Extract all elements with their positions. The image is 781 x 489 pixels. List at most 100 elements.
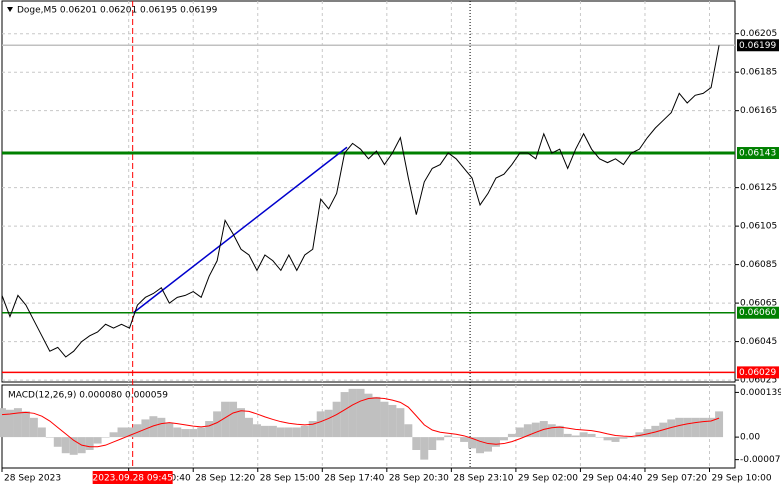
macd-bar [372,396,381,438]
panel-menu-arrow[interactable] [7,7,13,12]
y-tick-label: 0.06025 [740,376,777,386]
y-tick-label: 0.06165 [740,106,777,116]
level-label: 0.06199 [739,41,776,51]
chart-title: Doge,M5 0.06201 0.06201 0.06195 0.06199 [17,6,218,16]
macd-bar [316,411,325,438]
macd-bar [699,417,708,438]
macd-bar [189,429,198,438]
macd-bar [364,393,373,438]
macd-bar [276,427,285,438]
macd-bar [444,435,453,438]
macd-bar [157,417,166,438]
macd-bar [707,417,716,438]
macd-bar [268,425,277,438]
macd-bar [579,432,588,438]
macd-bar [643,429,652,438]
macd-bar [412,437,421,450]
macd-title: MACD(12,26,9) 0.000080 0.000059 [8,391,168,401]
y-tick-label: 0.06125 [740,183,777,193]
macd-bar [101,437,110,438]
macd-bar [332,401,341,438]
macd-bar [428,437,437,450]
y-tick-label: 0.06105 [740,222,777,232]
macd-bar [531,422,540,438]
y-tick-label: 0.00 [740,433,760,443]
x-tick-label: 29 Sep 07:20 [647,474,707,484]
x-tick-label: 29 Sep 04:40 [582,474,642,484]
macd-bar [420,437,429,460]
y-tick-label: 0.06085 [740,260,777,270]
macd-bar [476,437,485,454]
crosshair-label: 2023.09.28 09:45 [93,474,173,484]
macd-bar [37,427,46,438]
y-tick-label: -0.00007 [740,455,780,465]
macd-bar [667,419,676,438]
macd-bar [173,427,182,438]
macd-bar [571,435,580,438]
macd-bar [85,437,94,450]
macd-bar [452,437,461,438]
macd-bar [484,437,492,452]
macd-bar [0,408,6,438]
macd-bar [221,401,230,438]
macd-bar [117,427,126,438]
macd-bar [595,437,604,438]
macd-bar [611,437,620,442]
y-tick-label: 0.000139 [740,388,781,398]
x-tick-label: 28 Sep 23:10 [453,474,513,484]
macd-bar [197,427,206,438]
macd-bar [547,424,556,438]
macd-bar [237,408,246,438]
macd-bar [627,437,636,438]
macd-bar [356,388,365,438]
macd-bar [29,417,38,438]
macd-bar [205,421,214,438]
macd-bar [587,433,596,438]
macd-bar [691,417,700,438]
macd-bar [491,437,500,447]
macd-bar [125,427,134,438]
macd-bar [141,419,150,438]
x-tick-label: 28 Sep 17:40 [324,474,384,484]
macd-bar [683,417,692,438]
macd-bar [181,429,190,438]
macd-bar [563,433,572,438]
macd-bar [133,424,142,438]
level-label-box [737,39,779,52]
marks [0,44,735,460]
y-tick-label: 0.06065 [740,299,777,309]
crosshair-label-box [92,471,173,484]
macd-bar [348,388,357,438]
y-tick-label: 0.06045 [740,337,777,347]
x-tick-label: 28 Sep 20:30 [389,474,449,484]
macd-bar [324,409,333,438]
macd-bar [13,408,22,438]
macd-bar [5,409,14,438]
x-tick-label: 29 Sep 02:00 [518,474,578,484]
macd-bar [499,437,508,441]
level-label-box [737,366,779,379]
macd-bar [149,416,158,438]
macd-bar [260,425,269,438]
macd-bar [523,424,532,438]
macd-bar [300,425,309,438]
macd-bar [603,437,612,441]
x-tick-label: 28 Sep 2023 [4,474,61,484]
x-tick-label: 29 Sep 10:00 [712,474,772,484]
macd-bar [213,411,222,438]
macd-bar [93,437,102,444]
macd-bar [252,424,261,438]
y-tick-label: 0.06205 [740,29,777,39]
labels: 0.06205 0.06185 0.06165 0.06125 0.06105 0.060… [4,29,781,484]
macd-bar [69,437,78,455]
macd-bar [396,408,405,438]
macd-bar [229,401,238,438]
macd-bar [61,437,70,454]
macd-bar [404,424,413,438]
trend-line [133,146,348,314]
level-label: 0.06143 [739,149,776,159]
macd-bar [21,411,30,438]
macd-bar [436,437,445,441]
macd-bar [308,421,317,438]
